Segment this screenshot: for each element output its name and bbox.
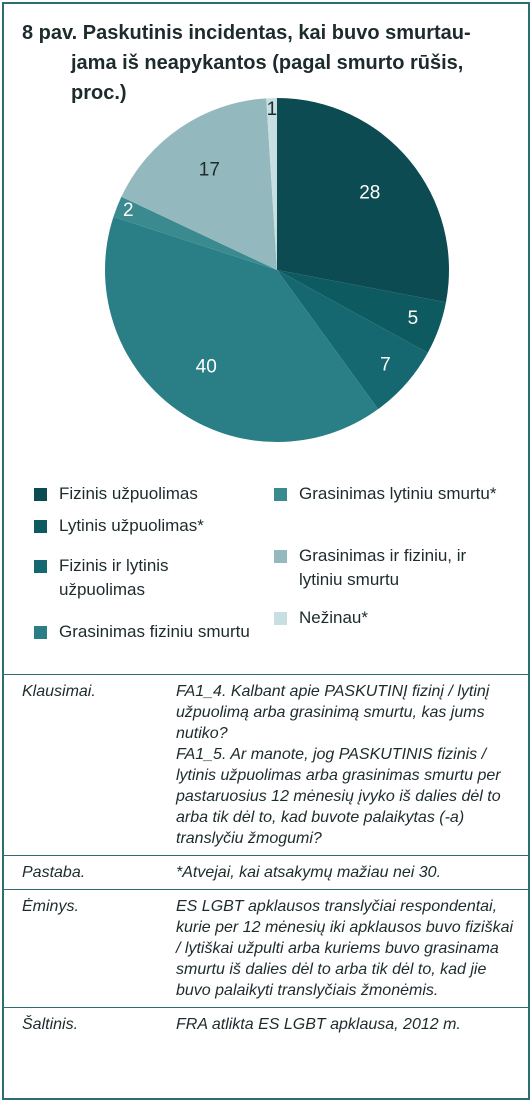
data-label: 5 [408, 308, 419, 329]
data-label: 1 [267, 99, 278, 120]
data-label: 40 [196, 356, 217, 377]
note-label: Šaltinis. [22, 1016, 79, 1033]
title-line: proc.) [71, 82, 127, 104]
legend-item: Grasinimas lytiniu smurtu* [274, 482, 504, 506]
note-label: Ėminys. [22, 898, 79, 915]
pie-slice [121, 98, 277, 270]
pie-slice [105, 216, 379, 442]
legend-swatch [34, 520, 47, 533]
title-line: jama iš neapykantos (pagal smurto rūšis, [71, 52, 464, 74]
legend-swatch [34, 626, 47, 639]
note-paragraph: FRA atlikta ES LGBT apklausa, 2012 m. [176, 1016, 461, 1033]
note-text: FA1_4. Kalbant apie PASKUTINĮ fizinį / l… [176, 681, 514, 849]
legend-item: Fizinis užpuolimas [34, 482, 255, 506]
note-row: Klausimai. FA1_4. Kalbant apie PASKUTINĮ … [4, 675, 528, 856]
legend-label: Fizinis ir lytinis užpuolimas [59, 556, 169, 599]
legend-label: Grasinimas lytiniu smurtu* [299, 484, 497, 503]
legend-swatch [274, 550, 287, 563]
note-label: Klausimai. [22, 683, 96, 700]
pie-slice [277, 270, 428, 410]
data-label: 7 [380, 355, 391, 376]
note-label: Pastaba. [22, 864, 86, 881]
legend-swatch [34, 560, 47, 573]
data-label: 2 [123, 200, 134, 221]
pie-chart: 28 5 7 40 2 17 1 [105, 98, 450, 442]
legend-label: Nežinau* [299, 608, 368, 627]
note-paragraph: FA1_4. Kalbant apie PASKUTINĮ fizinį / l… [176, 683, 490, 742]
legend-label: Fizinis užpuolimas [59, 484, 198, 503]
legend-item: Grasinimas fiziniu smurtu [34, 620, 255, 644]
note-row: Šaltinis. FRA atlikta ES LGBT apklausa, 2… [4, 1008, 528, 1041]
note-row: Pastaba. *Atvejai, kai atsakymų mažiau ne… [4, 856, 528, 890]
note-text: *Atvejai, kai atsakymų mažiau nei 30. [176, 862, 514, 883]
legend-swatch [274, 612, 287, 625]
pie-slice [113, 196, 278, 270]
pie-slice [266, 98, 277, 270]
note-row: Ėminys. ES LGBT apklausos translyčiai res… [4, 890, 528, 1008]
note-text: FRA atlikta ES LGBT apklausa, 2012 m. [176, 1014, 514, 1035]
legend-label: Grasinimas ir fiziniu, ir lytiniu smurtu [299, 546, 467, 589]
legend-swatch [34, 488, 47, 501]
title-line: 8 pav. Paskutinis incidentas, kai buvo s… [22, 22, 471, 44]
legend-item: Nežinau* [274, 606, 504, 630]
note-text: ES LGBT apklausos translyčiai respondent… [176, 896, 514, 1001]
pie-slice [277, 98, 450, 303]
legend-label: Lytinis užpuolimas* [59, 516, 204, 535]
notes: Klausimai. FA1_4. Kalbant apie PASKUTINĮ … [4, 674, 528, 1041]
chart-title: 8 pav. Paskutinis incidentas, kai buvo s… [22, 18, 522, 108]
data-label: 17 [199, 159, 220, 180]
note-paragraph: *Atvejai, kai atsakymų mažiau nei 30. [176, 864, 442, 881]
pie-slice [277, 270, 446, 353]
legend-item: Fizinis ir lytinis užpuolimas [34, 554, 255, 602]
data-label: 28 [359, 182, 380, 203]
legend-item: Grasinimas ir fiziniu, ir lytiniu smurtu [274, 544, 504, 592]
legend-item: Lytinis užpuolimas* [34, 514, 255, 538]
note-paragraph: ES LGBT apklausos translyčiai respondent… [176, 898, 514, 999]
legend-label: Grasinimas fiziniu smurtu [59, 622, 250, 641]
legend-swatch [274, 488, 287, 501]
note-paragraph: FA1_5. Ar manote, jog PASKUTINIS fizinis… [176, 746, 501, 847]
